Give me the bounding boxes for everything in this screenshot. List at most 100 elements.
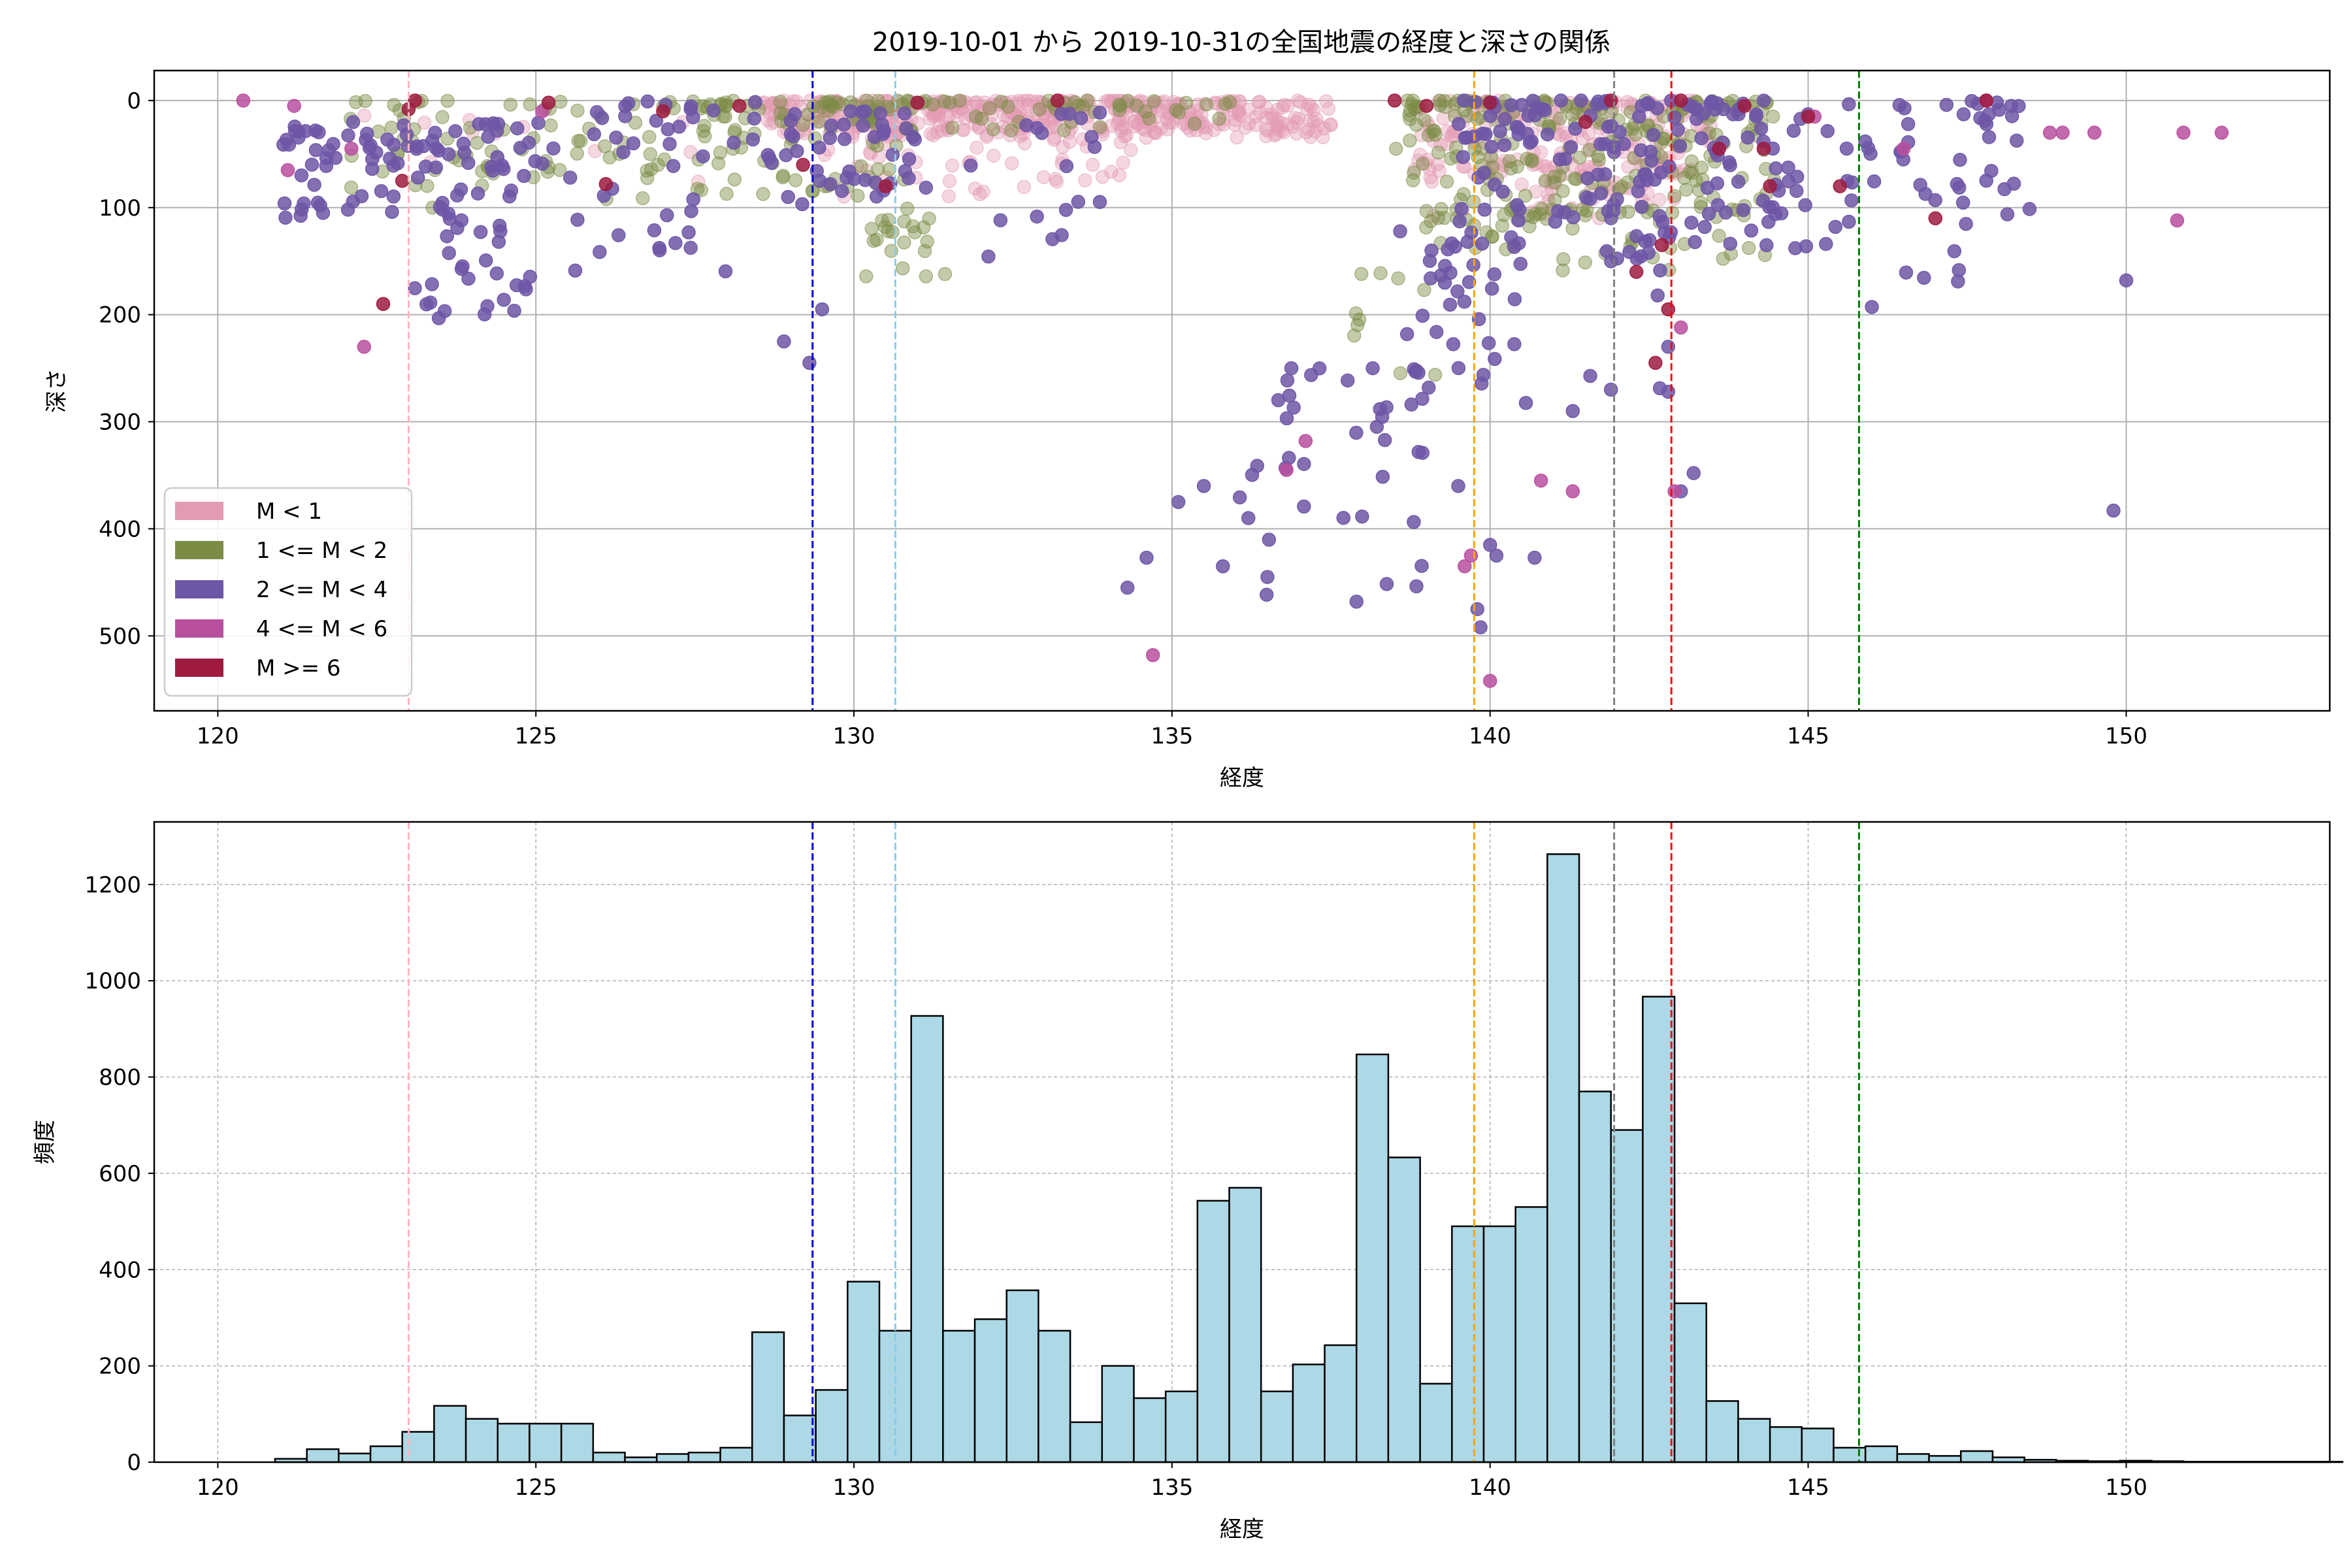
scatter-point: [1671, 122, 1686, 137]
scatter-point: [1414, 559, 1429, 573]
scatter-point: [640, 171, 655, 186]
histogram-bar: [1228, 1186, 1262, 1463]
scatter-point: [1054, 228, 1069, 242]
scatter-point: [926, 97, 940, 112]
scatter-point: [766, 96, 781, 110]
scatter-point: [344, 180, 359, 195]
scatter-point: [1475, 237, 1490, 251]
scatter-point: [344, 141, 359, 156]
scatter-point: [1458, 131, 1473, 145]
scatter-point: [1512, 203, 1527, 217]
scatter-point: [236, 93, 251, 108]
scatter-point: [1047, 133, 1062, 147]
scatter-point: [1556, 252, 1571, 267]
scatter-point: [926, 128, 941, 142]
histogram-bars: [274, 853, 2344, 1463]
scatter-point: [1116, 155, 1130, 170]
scatter-point: [937, 94, 952, 108]
scatter-xtick-label: 125: [515, 723, 557, 749]
scatter-point: [1321, 101, 1336, 116]
scatter-xtick-label: 145: [1787, 723, 1829, 749]
scatter-point: [2176, 125, 2191, 140]
scatter-point: [656, 104, 670, 119]
scatter-point: [1267, 111, 1282, 126]
scatter-point: [1348, 306, 1364, 321]
scatter-point: [1317, 121, 1331, 136]
scatter-point: [1415, 391, 1429, 406]
scatter-point: [313, 198, 327, 213]
scatter-point: [1527, 550, 1542, 565]
scatter-point: [2012, 99, 2026, 113]
histogram-bar: [751, 1331, 785, 1463]
scatter-point: [855, 105, 869, 120]
scatter-point: [1419, 99, 1434, 113]
scatter-point: [1112, 103, 1127, 118]
scatter-point: [718, 264, 733, 279]
histogram-bar: [1610, 1129, 1644, 1463]
scatter-point: [1648, 355, 1663, 370]
scatter-point: [1406, 173, 1420, 188]
scatter-point: [429, 141, 444, 155]
scatter-point: [1763, 179, 1777, 193]
scatter-point: [783, 114, 798, 128]
scatter-point: [362, 140, 377, 155]
scatter-point: [1476, 367, 1491, 382]
scatter-point: [681, 225, 696, 240]
scatter-point: [1578, 255, 1593, 270]
scatter-point: [2000, 207, 2015, 221]
scatter-point: [513, 140, 528, 155]
scatter-point: [916, 220, 931, 235]
scatter-point: [1858, 134, 1872, 149]
histogram-bar: [1005, 1289, 1039, 1463]
histogram-bar: [1960, 1450, 1994, 1463]
scatter-point: [1710, 176, 1725, 191]
scatter-point: [1402, 108, 1416, 122]
scatter-point: [815, 302, 830, 317]
scatter-point: [385, 204, 399, 220]
scatter-point: [1563, 140, 1578, 154]
histogram-bar: [529, 1422, 563, 1463]
scatter-point: [824, 118, 839, 133]
scatter-point: [1644, 154, 1659, 168]
scatter-point: [1654, 238, 1669, 252]
scatter-point: [386, 189, 401, 204]
scatter-point: [747, 111, 762, 126]
scatter-point: [644, 162, 659, 176]
scatter-point: [1510, 159, 1525, 174]
scatter-point: [1650, 101, 1665, 116]
scatter-point: [1801, 109, 1816, 124]
scatter-point: [837, 117, 851, 132]
histogram-bar: [973, 1318, 1007, 1463]
scatter-point: [2042, 125, 2057, 140]
scatter-point: [1477, 203, 1492, 217]
scatter-point: [1497, 112, 1512, 127]
scatter-point: [788, 173, 803, 188]
histogram-bar: [1196, 1200, 1230, 1463]
scatter-point: [1712, 229, 1726, 243]
histogram-ytick-label: 0: [127, 1450, 141, 1476]
scatter-point: [1284, 361, 1299, 376]
scatter-point: [517, 169, 531, 184]
scatter-point: [1737, 99, 1752, 113]
scatter-point: [870, 162, 885, 176]
histogram-ytick-label: 600: [99, 1161, 141, 1187]
scatter-point: [1428, 367, 1443, 382]
scatter-point: [1093, 120, 1107, 135]
scatter-point: [1426, 123, 1441, 138]
scatter-point: [435, 110, 449, 125]
scatter-point: [1844, 193, 1859, 208]
scatter-point: [1456, 93, 1471, 108]
scatter-point: [1684, 154, 1699, 169]
scatter-point: [1754, 122, 1769, 136]
scatter-point: [1759, 238, 1774, 253]
scatter-point: [1147, 94, 1162, 108]
scatter-point: [277, 196, 292, 211]
scatter-point: [1583, 368, 1597, 384]
scatter-point: [1652, 192, 1667, 207]
scatter-point: [706, 103, 721, 118]
scatter-point: [858, 172, 873, 188]
scatter-point: [570, 146, 585, 161]
histogram-bar: [1101, 1365, 1135, 1463]
scatter-point: [897, 235, 911, 250]
scatter-point: [410, 171, 425, 185]
